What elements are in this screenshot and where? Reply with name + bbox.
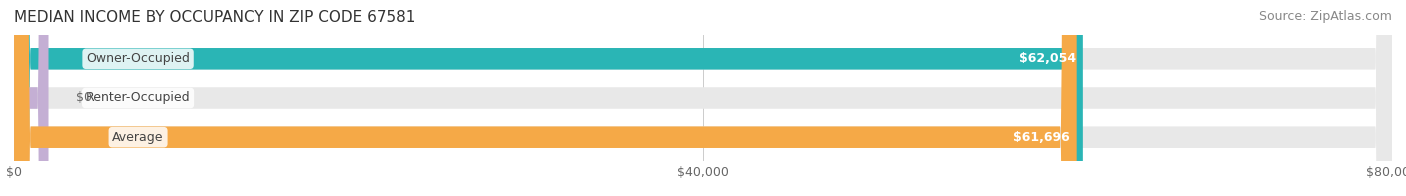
FancyBboxPatch shape [14, 0, 1392, 196]
FancyBboxPatch shape [14, 0, 48, 196]
Text: Source: ZipAtlas.com: Source: ZipAtlas.com [1258, 10, 1392, 23]
Text: Average: Average [112, 131, 165, 144]
FancyBboxPatch shape [14, 0, 1083, 196]
FancyBboxPatch shape [14, 0, 1392, 196]
Text: $62,054: $62,054 [1019, 52, 1076, 65]
Text: Owner-Occupied: Owner-Occupied [86, 52, 190, 65]
Text: Renter-Occupied: Renter-Occupied [86, 92, 190, 104]
Text: MEDIAN INCOME BY OCCUPANCY IN ZIP CODE 67581: MEDIAN INCOME BY OCCUPANCY IN ZIP CODE 6… [14, 10, 415, 25]
FancyBboxPatch shape [14, 0, 1392, 196]
Text: $0: $0 [76, 92, 91, 104]
Text: $61,696: $61,696 [1014, 131, 1070, 144]
FancyBboxPatch shape [14, 0, 1077, 196]
